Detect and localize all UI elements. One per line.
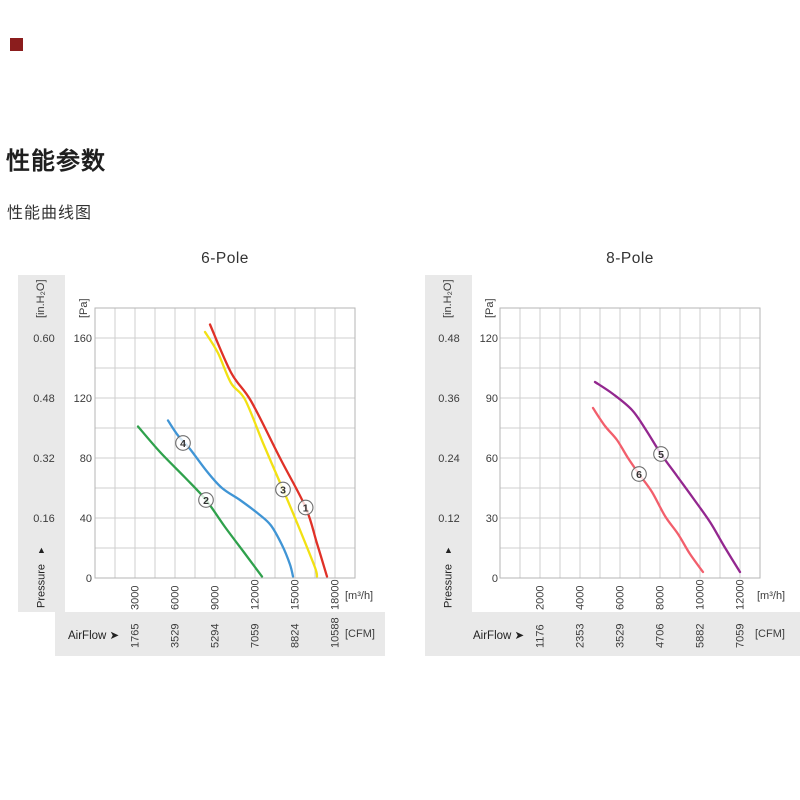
m3h-tick-label: 10000 — [695, 579, 707, 610]
plot-area — [95, 308, 355, 578]
plot-border — [499, 307, 761, 579]
chart-title: 8-Pole — [606, 250, 654, 267]
pa-unit-label: [Pa] — [78, 298, 90, 318]
m3h-tick-label: 8000 — [655, 586, 667, 610]
plot-border — [94, 307, 356, 579]
inh2o-tick-label: 0.36 — [438, 393, 459, 405]
series-curve-3 — [203, 330, 319, 578]
inh2o-tick-label: 0.48 — [33, 393, 54, 405]
cfm-tick-label: 5294 — [210, 624, 222, 648]
pa-tick-label: 0 — [86, 573, 92, 585]
cfm-tick-label: 3529 — [615, 624, 627, 648]
series-curve-1 — [208, 323, 329, 578]
airflow-axis-band — [425, 612, 800, 656]
inh2o-unit-label: [in.H₂O] — [35, 280, 47, 319]
pa-tick-label: 80 — [80, 453, 92, 465]
cfm-tick-label: 8824 — [290, 624, 302, 648]
pressure-arrow-icon: ▲ — [37, 545, 46, 555]
pressure-arrow-icon: ▲ — [444, 545, 453, 555]
cfm-tick-label: 5882 — [695, 624, 707, 648]
pressure-axis-label: Pressure — [36, 564, 48, 608]
inh2o-tick-label: 0.12 — [438, 513, 459, 525]
cfm-tick-label: 7059 — [735, 624, 747, 648]
m3h-tick-label: 2000 — [535, 586, 547, 610]
corner-mark — [10, 38, 23, 51]
cfm-tick-label: 2353 — [575, 624, 587, 648]
eight-pole-performance-chart: 8-Pole[in.H₂O] [Pa]1200.48900.36600.24300… — [425, 250, 800, 656]
airflow-axis-band — [55, 612, 385, 656]
series-marker-number-4: 4 — [180, 438, 186, 450]
pa-tick-label: 60 — [486, 453, 498, 465]
airflow-axis-label: AirFlow ➤ — [473, 630, 525, 642]
chart-title: 6-Pole — [201, 250, 249, 267]
series-marker-circle-4 — [175, 435, 191, 451]
cfm-tick-label: 10588 — [330, 617, 342, 648]
series-curve-6 — [591, 406, 705, 574]
series-marker-number-6: 6 — [636, 469, 642, 481]
pa-tick-label: 30 — [486, 513, 498, 525]
m3h-tick-label: 15000 — [290, 579, 302, 610]
inh2o-tick-label: 0.24 — [438, 453, 459, 465]
pressure-axis-band — [18, 275, 65, 612]
m3h-tick-label: 6000 — [615, 586, 627, 610]
cfm-unit-label: [CFM] — [345, 628, 375, 640]
m3h-tick-label: 18000 — [330, 579, 342, 610]
cfm-tick-label: 3529 — [170, 624, 182, 648]
series-marker-number-3: 3 — [280, 484, 286, 496]
series-marker-number-2: 2 — [203, 495, 209, 507]
series-marker-circle-3 — [275, 481, 291, 498]
series-marker-circle-6 — [631, 466, 647, 482]
pa-unit-label: [Pa] — [484, 298, 496, 318]
cfm-tick-label: 1765 — [130, 624, 142, 648]
pa-tick-label: 40 — [80, 513, 92, 525]
inh2o-tick-label: 0.48 — [438, 333, 459, 345]
inh2o-tick-label: 0.60 — [33, 333, 54, 345]
m3h-tick-label: 6000 — [170, 586, 182, 610]
pa-tick-label: 120 — [480, 333, 498, 345]
inh2o-unit-label: [in.H₂O] — [442, 280, 454, 319]
pa-tick-label: 120 — [74, 393, 92, 405]
inh2o-tick-label: 0.32 — [33, 453, 54, 465]
m3h-tick-label: 4000 — [575, 586, 587, 610]
m3h-unit-label: [m³/h] — [757, 590, 785, 602]
cfm-tick-label: 4706 — [655, 624, 667, 648]
series-marker-circle-5 — [653, 446, 669, 462]
pa-tick-label: 90 — [486, 393, 498, 405]
page-title: 性能参数 — [6, 148, 106, 175]
m3h-tick-label: 12000 — [250, 579, 262, 610]
section-subtitle: 性能曲线图 — [7, 205, 93, 222]
pressure-axis-label: Pressure — [443, 564, 455, 608]
six-pole-performance-chart: 6-Pole[in.H₂O] [Pa]1600.601200.48800.3240… — [18, 250, 385, 656]
cfm-unit-label: [CFM] — [755, 628, 785, 640]
series-curve-5 — [593, 380, 742, 574]
inh2o-tick-label: 0.16 — [33, 513, 54, 525]
pa-tick-label: 160 — [74, 333, 92, 345]
m3h-tick-label: 3000 — [130, 586, 142, 610]
series-marker-number-1: 1 — [303, 502, 309, 514]
pa-tick-label: 0 — [492, 573, 498, 585]
series-marker-circle-1 — [297, 499, 314, 516]
airflow-axis-label: AirFlow ➤ — [68, 630, 120, 642]
cfm-tick-label: 1176 — [535, 624, 547, 648]
m3h-unit-label: [m³/h] — [345, 590, 373, 602]
m3h-tick-label: 9000 — [210, 586, 222, 610]
plot-area — [500, 308, 760, 578]
cfm-tick-label: 7059 — [250, 624, 262, 648]
series-marker-circle-2 — [198, 492, 214, 508]
pressure-axis-band — [425, 275, 472, 612]
m3h-tick-label: 12000 — [735, 579, 747, 610]
series-marker-number-5: 5 — [658, 449, 664, 461]
